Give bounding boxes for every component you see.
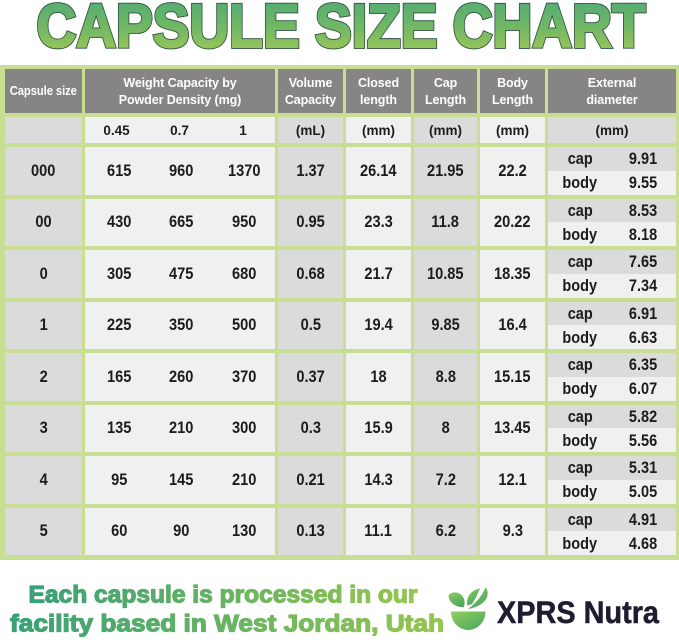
svg-text:CAPSULE SIZE CHART: CAPSULE SIZE CHART [37, 0, 646, 60]
svg-text:Each capsule is processed in o: Each capsule is processed in our [29, 581, 418, 608]
svg-text:facility based in West Jordan,: facility based in West Jordan, Utah [10, 610, 444, 637]
svg-text:XPRS Nutra: XPRS Nutra [497, 594, 659, 630]
svg-text:CAPSULE SIZE CHART: CAPSULE SIZE CHART [37, 0, 646, 60]
